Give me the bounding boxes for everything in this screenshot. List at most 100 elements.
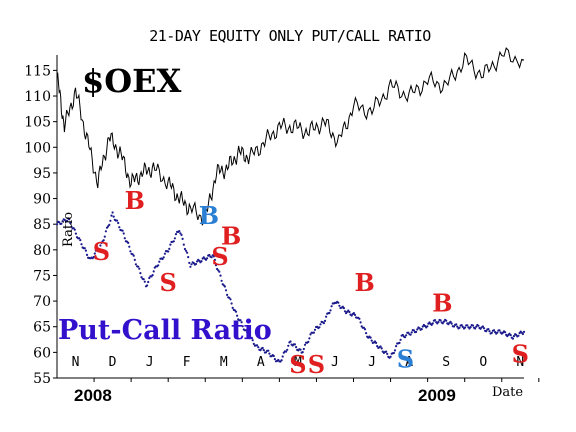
put-call-point (342, 307, 345, 310)
put-call-point (146, 284, 149, 287)
put-call-point (228, 296, 231, 299)
put-call-point (230, 302, 233, 305)
put-call-point (78, 237, 81, 240)
oex-label: $OEX (82, 62, 182, 100)
put-call-point (104, 230, 107, 233)
put-call-point (303, 343, 307, 346)
put-call-point (147, 280, 150, 284)
put-call-point (259, 349, 262, 352)
put-call-point (358, 317, 361, 320)
put-call-point (308, 337, 311, 340)
put-call-point (403, 336, 407, 339)
put-call-point (172, 240, 175, 243)
put-call-point (474, 327, 477, 330)
put-call-point (415, 330, 418, 333)
x-tick-label: D (109, 355, 117, 370)
put-call-point (449, 320, 452, 323)
put-call-point (445, 319, 448, 322)
put-call-point (262, 349, 265, 352)
chart-axes: 55 60 65 70 75 80 85 90 95 100 105 110 115 N D J F M A M J J A… (24, 55, 540, 387)
put-call-point (161, 257, 164, 261)
put-call-point (85, 253, 89, 256)
sell-signal: S (211, 242, 228, 271)
put-call-point (98, 248, 101, 251)
put-call-point (307, 340, 310, 343)
put-call-point (186, 251, 189, 254)
put-call-point (163, 252, 166, 255)
put-call-point (128, 245, 131, 248)
x-tick-label: O (479, 355, 487, 370)
y-tick-label: 110 (24, 89, 51, 105)
put-call-point (142, 278, 145, 281)
put-call-point (295, 346, 298, 349)
put-call-point (318, 326, 321, 329)
put-call-point (69, 221, 72, 225)
put-call-point (79, 239, 82, 242)
put-call-point (61, 220, 64, 223)
put-call-point (241, 325, 244, 328)
y-tick-label: 115 (24, 63, 51, 79)
put-call-point (456, 325, 459, 328)
x-tick-label: F (183, 355, 191, 370)
put-call-point (504, 331, 507, 334)
put-call-point (509, 334, 512, 337)
put-call-point (325, 315, 328, 318)
put-call-point (168, 247, 171, 250)
put-call-point (398, 341, 401, 344)
put-call-point (107, 225, 110, 228)
put-call-point (117, 221, 120, 225)
put-call-point (257, 346, 260, 349)
put-call-point (264, 351, 268, 354)
put-call-point (137, 265, 140, 268)
put-call-point (353, 313, 357, 316)
put-call-point (108, 223, 111, 226)
put-call-point (123, 237, 126, 240)
put-call-point (485, 330, 488, 333)
put-call-point (376, 345, 379, 348)
sell-signal: S (160, 268, 177, 297)
sell-signal: S (308, 350, 325, 379)
put-call-point (112, 215, 115, 218)
put-call-point (213, 258, 216, 261)
y-tick-label: 95 (33, 166, 51, 182)
put-call-point (252, 342, 255, 345)
put-call-point (109, 219, 112, 222)
put-call-point (522, 330, 526, 333)
put-call-point (122, 232, 125, 235)
put-call-point (148, 276, 151, 280)
put-call-point (492, 329, 496, 332)
put-call-point (287, 344, 290, 347)
put-call-point (84, 249, 87, 252)
put-call-point (450, 322, 453, 325)
put-call-point (322, 322, 325, 325)
put-call-point (139, 272, 142, 275)
put-call-point (407, 331, 410, 334)
y-axis-label: Ratio (61, 212, 76, 247)
put-call-point (369, 336, 372, 339)
put-call-point (393, 349, 397, 352)
put-call-point (229, 298, 232, 301)
put-call-point (313, 328, 317, 331)
put-call-point (226, 293, 229, 296)
buy-signal: B (432, 288, 452, 317)
put-call-point (179, 232, 182, 235)
y-tick-label: 85 (33, 217, 51, 233)
put-call-point (285, 350, 288, 353)
put-call-point (487, 328, 490, 331)
put-call-point (365, 332, 368, 335)
put-call-point (102, 239, 105, 242)
put-call-point (65, 219, 69, 222)
put-call-point (187, 256, 190, 259)
put-call-point (460, 324, 463, 327)
put-call-point (338, 304, 341, 307)
put-call-point (151, 274, 154, 277)
series-layer (55, 47, 526, 363)
put-call-point (458, 326, 461, 329)
put-call-point (143, 280, 146, 283)
put-call-point (375, 341, 378, 344)
put-call-point (162, 256, 165, 259)
put-call-point (323, 319, 327, 322)
y-tick-label: 100 (24, 140, 51, 156)
